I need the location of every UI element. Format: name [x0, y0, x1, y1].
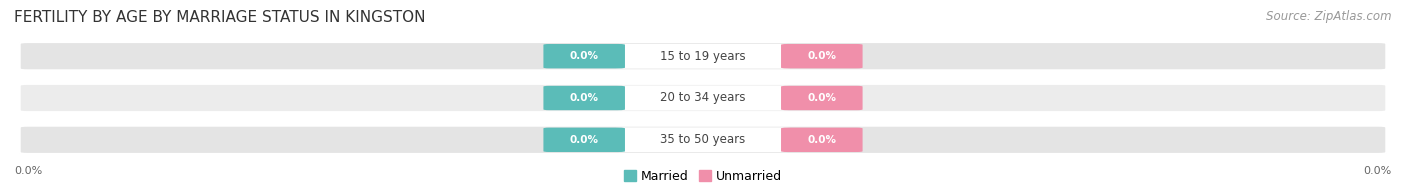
Text: 0.0%: 0.0%: [569, 93, 599, 103]
FancyBboxPatch shape: [20, 84, 1386, 112]
FancyBboxPatch shape: [616, 127, 790, 152]
Text: 0.0%: 0.0%: [1364, 165, 1392, 176]
Text: 35 to 50 years: 35 to 50 years: [661, 133, 745, 146]
Text: 0.0%: 0.0%: [569, 51, 599, 61]
Text: 15 to 19 years: 15 to 19 years: [661, 50, 745, 63]
FancyBboxPatch shape: [20, 42, 1386, 70]
FancyBboxPatch shape: [782, 128, 863, 152]
Text: 0.0%: 0.0%: [807, 135, 837, 145]
Legend: Married, Unmarried: Married, Unmarried: [619, 165, 787, 188]
FancyBboxPatch shape: [782, 44, 863, 68]
Text: 0.0%: 0.0%: [569, 135, 599, 145]
FancyBboxPatch shape: [20, 126, 1386, 154]
Text: Source: ZipAtlas.com: Source: ZipAtlas.com: [1267, 10, 1392, 23]
Text: 0.0%: 0.0%: [807, 93, 837, 103]
FancyBboxPatch shape: [782, 86, 863, 110]
Text: FERTILITY BY AGE BY MARRIAGE STATUS IN KINGSTON: FERTILITY BY AGE BY MARRIAGE STATUS IN K…: [14, 10, 426, 25]
Text: 0.0%: 0.0%: [807, 51, 837, 61]
FancyBboxPatch shape: [543, 86, 624, 110]
FancyBboxPatch shape: [543, 128, 624, 152]
Text: 0.0%: 0.0%: [14, 165, 42, 176]
FancyBboxPatch shape: [543, 44, 624, 68]
FancyBboxPatch shape: [616, 86, 790, 110]
Text: 20 to 34 years: 20 to 34 years: [661, 92, 745, 104]
FancyBboxPatch shape: [616, 44, 790, 69]
